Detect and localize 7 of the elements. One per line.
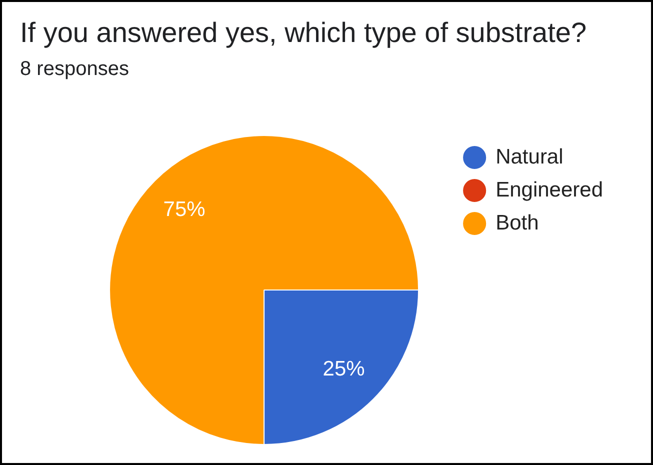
chart-subtitle: 8 responses: [20, 57, 129, 81]
data-label: 75%: [163, 198, 206, 222]
legend-label: Engineered: [496, 178, 603, 202]
legend-label: Natural: [496, 145, 564, 168]
data-label: 25%: [322, 358, 365, 381]
chart-title: If you answered yes, which type of substrate?: [20, 16, 587, 50]
legend-label: Both: [496, 211, 539, 234]
